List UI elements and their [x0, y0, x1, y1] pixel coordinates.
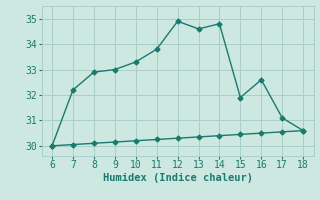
X-axis label: Humidex (Indice chaleur): Humidex (Indice chaleur) [103, 173, 252, 183]
